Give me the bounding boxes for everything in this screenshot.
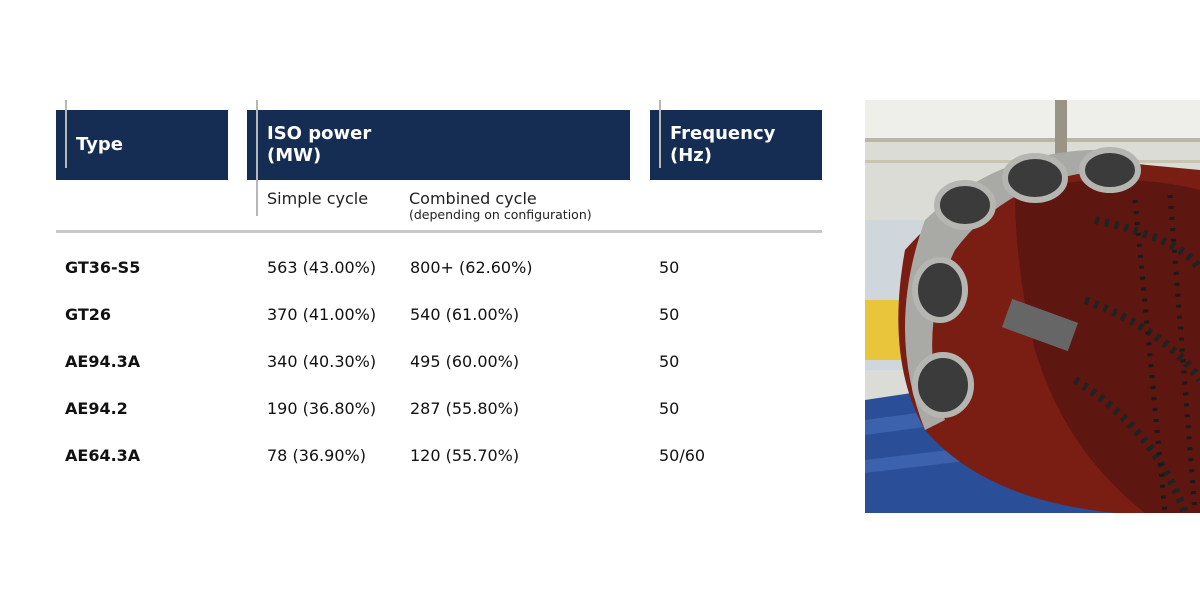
cell-type: AE94.2: [65, 399, 128, 418]
cell-simple-cycle: 370 (41.00%): [267, 305, 377, 324]
cell-type: AE64.3A: [65, 446, 141, 465]
table-row: AE94.3A 340 (40.30%) 495 (60.00%) 50: [0, 352, 830, 374]
cell-frequency: 50/60: [659, 446, 706, 465]
subheader-combined-note: (depending on configuration): [409, 207, 592, 222]
header-frequency: Frequency (Hz): [650, 110, 822, 180]
cell-frequency: 50: [659, 305, 680, 324]
subheader-combined-label: Combined cycle: [409, 189, 537, 208]
cell-combined-cycle: 495 (60.00%): [410, 352, 520, 371]
cell-simple-cycle: 78 (36.90%): [267, 446, 366, 465]
subheader-combined-cycle: Combined cycle (depending on configurati…: [409, 189, 592, 222]
table-row: AE94.2 190 (36.80%) 287 (55.80%) 50: [0, 399, 830, 421]
cell-simple-cycle: 563 (43.00%): [267, 258, 377, 277]
table-row: AE64.3A 78 (36.90%) 120 (55.70%) 50/60: [0, 446, 830, 468]
header-frequency-accent: [659, 100, 661, 168]
cell-simple-cycle: 340 (40.30%): [267, 352, 377, 371]
table-row: GT26 370 (41.00%) 540 (61.00%) 50: [0, 305, 830, 327]
header-frequency-label: Frequency (Hz): [670, 123, 776, 166]
header-divider: [56, 230, 822, 233]
header-iso-power-accent: [256, 100, 258, 216]
cell-combined-cycle: 287 (55.80%): [410, 399, 520, 418]
cell-simple-cycle: 190 (36.80%): [267, 399, 377, 418]
cell-combined-cycle: 540 (61.00%): [410, 305, 520, 324]
cell-frequency: 50: [659, 258, 680, 277]
cell-frequency: 50: [659, 352, 680, 371]
header-type-label: Type: [76, 134, 123, 155]
header-iso-power: ISO power (MW): [247, 110, 630, 180]
header-type: Type: [56, 110, 228, 180]
gas-turbine-photo: [865, 100, 1200, 513]
table-row: GT36-S5 563 (43.00%) 800+ (62.60%) 50: [0, 258, 830, 280]
cell-combined-cycle: 120 (55.70%): [410, 446, 520, 465]
subheader-simple-cycle: Simple cycle: [267, 189, 369, 208]
cell-type: GT26: [65, 305, 112, 324]
header-type-accent: [65, 100, 67, 168]
cell-type: GT36-S5: [65, 258, 141, 277]
cell-combined-cycle: 800+ (62.60%): [410, 258, 533, 277]
cell-frequency: 50: [659, 399, 680, 418]
header-iso-power-label: ISO power (MW): [267, 123, 372, 166]
cell-type: AE94.3A: [65, 352, 141, 371]
